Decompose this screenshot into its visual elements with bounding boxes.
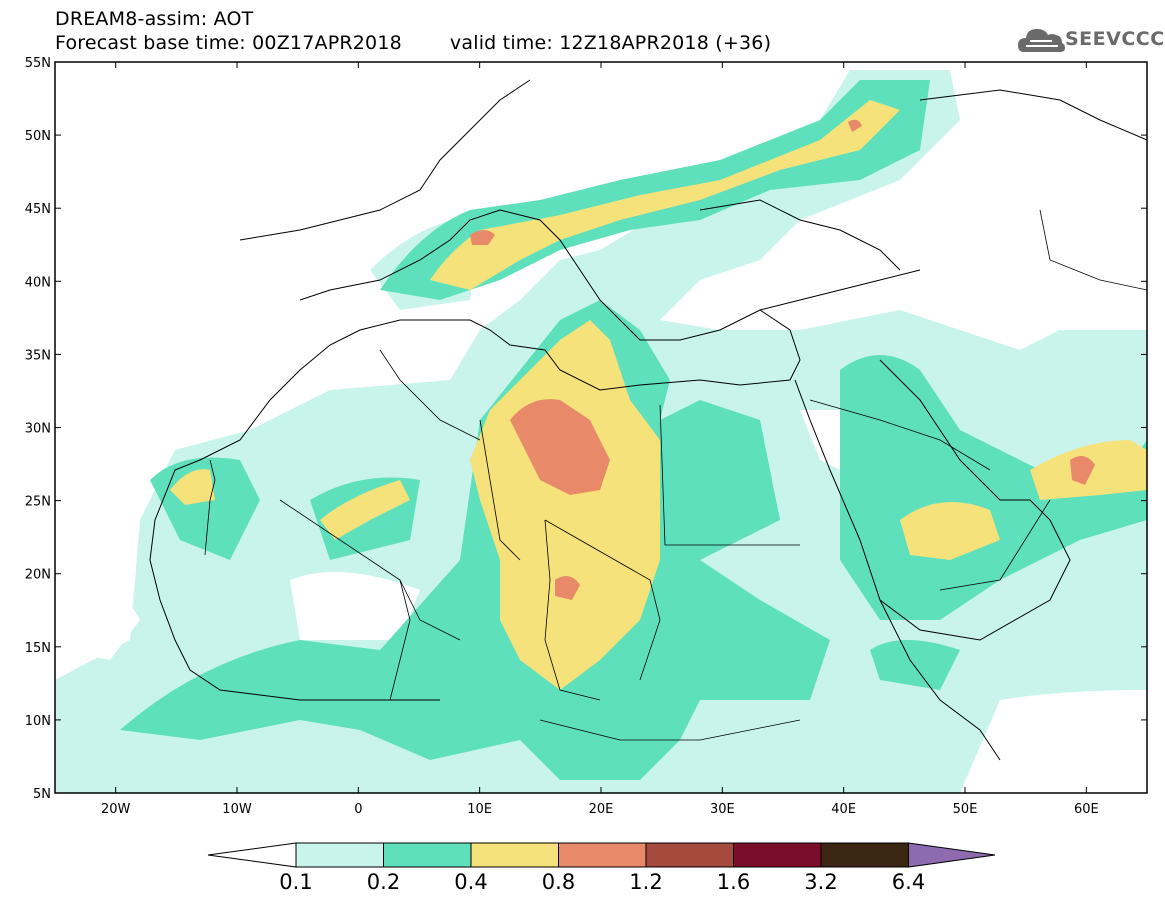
colorbar-segment — [470, 842, 559, 868]
colorbar-segment — [558, 842, 647, 868]
forecast-times: Forecast base time: 00Z17APR2018 valid ti… — [55, 32, 771, 54]
colorbar-label: 1.6 — [716, 870, 751, 894]
lon-tick-label: 40E — [831, 802, 856, 817]
lon-tick-label: 10E — [467, 802, 492, 817]
colorbar-label: 6.4 — [891, 870, 926, 894]
colorbar-label: 1.2 — [629, 870, 663, 894]
coastlines — [149, 79, 1147, 761]
valid-time: valid time: 12Z18APR2018 (+36) — [449, 32, 772, 54]
lon-tick-label: 10W — [222, 802, 252, 817]
colorbar-segment — [645, 842, 734, 868]
colorbar-label: 0.8 — [541, 870, 576, 894]
longitude-axis: 20W 10W 0 10E 20E 30E 40E 50E 60E — [101, 62, 1099, 817]
colorbar-label: 3.2 — [804, 870, 838, 894]
colorbar-segment — [295, 842, 384, 868]
map-title: DREAM8-assim: AOT — [55, 8, 254, 30]
colorbar-max-arrow — [908, 842, 996, 868]
colorbar-min-arrow — [207, 842, 297, 868]
colorbar-label: 0.1 — [279, 870, 313, 894]
lon-tick-label: 20E — [589, 802, 614, 817]
lat-tick-label: 15N — [25, 641, 51, 656]
aot-field — [55, 62, 1147, 793]
colorbar-label: 0.2 — [366, 870, 401, 894]
country-borders — [204, 209, 1147, 741]
colorbar-segment — [383, 842, 472, 868]
logo-text: SEEVCCC — [1065, 28, 1165, 50]
latitude-axis: 55N 50N 45N 40N 35N 30N 25N 20N 15N 10N 5N — [25, 56, 1147, 802]
lat-tick-label: 25N — [25, 495, 51, 510]
base-time: Forecast base time: 00Z17APR2018 — [55, 32, 402, 54]
lat-tick-label: 5N — [33, 787, 51, 802]
colorbar-segment — [733, 842, 822, 868]
lon-tick-label: 30E — [710, 802, 735, 817]
lat-tick-label: 20N — [25, 568, 51, 583]
lon-tick-label: 60E — [1074, 802, 1099, 817]
lat-tick-label: 30N — [25, 422, 51, 437]
colorbar — [207, 842, 996, 868]
lon-tick-label: 20W — [101, 802, 131, 817]
cloud-icon — [1018, 29, 1065, 52]
lon-tick-label: 50E — [953, 802, 978, 817]
lat-tick-label: 55N — [25, 56, 51, 71]
lon-tick-label: 0 — [354, 802, 362, 817]
lat-tick-label: 35N — [25, 348, 51, 363]
colorbar-label: 0.4 — [454, 870, 488, 894]
lat-tick-label: 10N — [25, 714, 51, 729]
lat-tick-label: 50N — [25, 129, 51, 144]
lat-tick-label: 45N — [25, 202, 51, 217]
lat-tick-label: 40N — [25, 275, 51, 290]
colorbar-segment — [820, 842, 909, 868]
